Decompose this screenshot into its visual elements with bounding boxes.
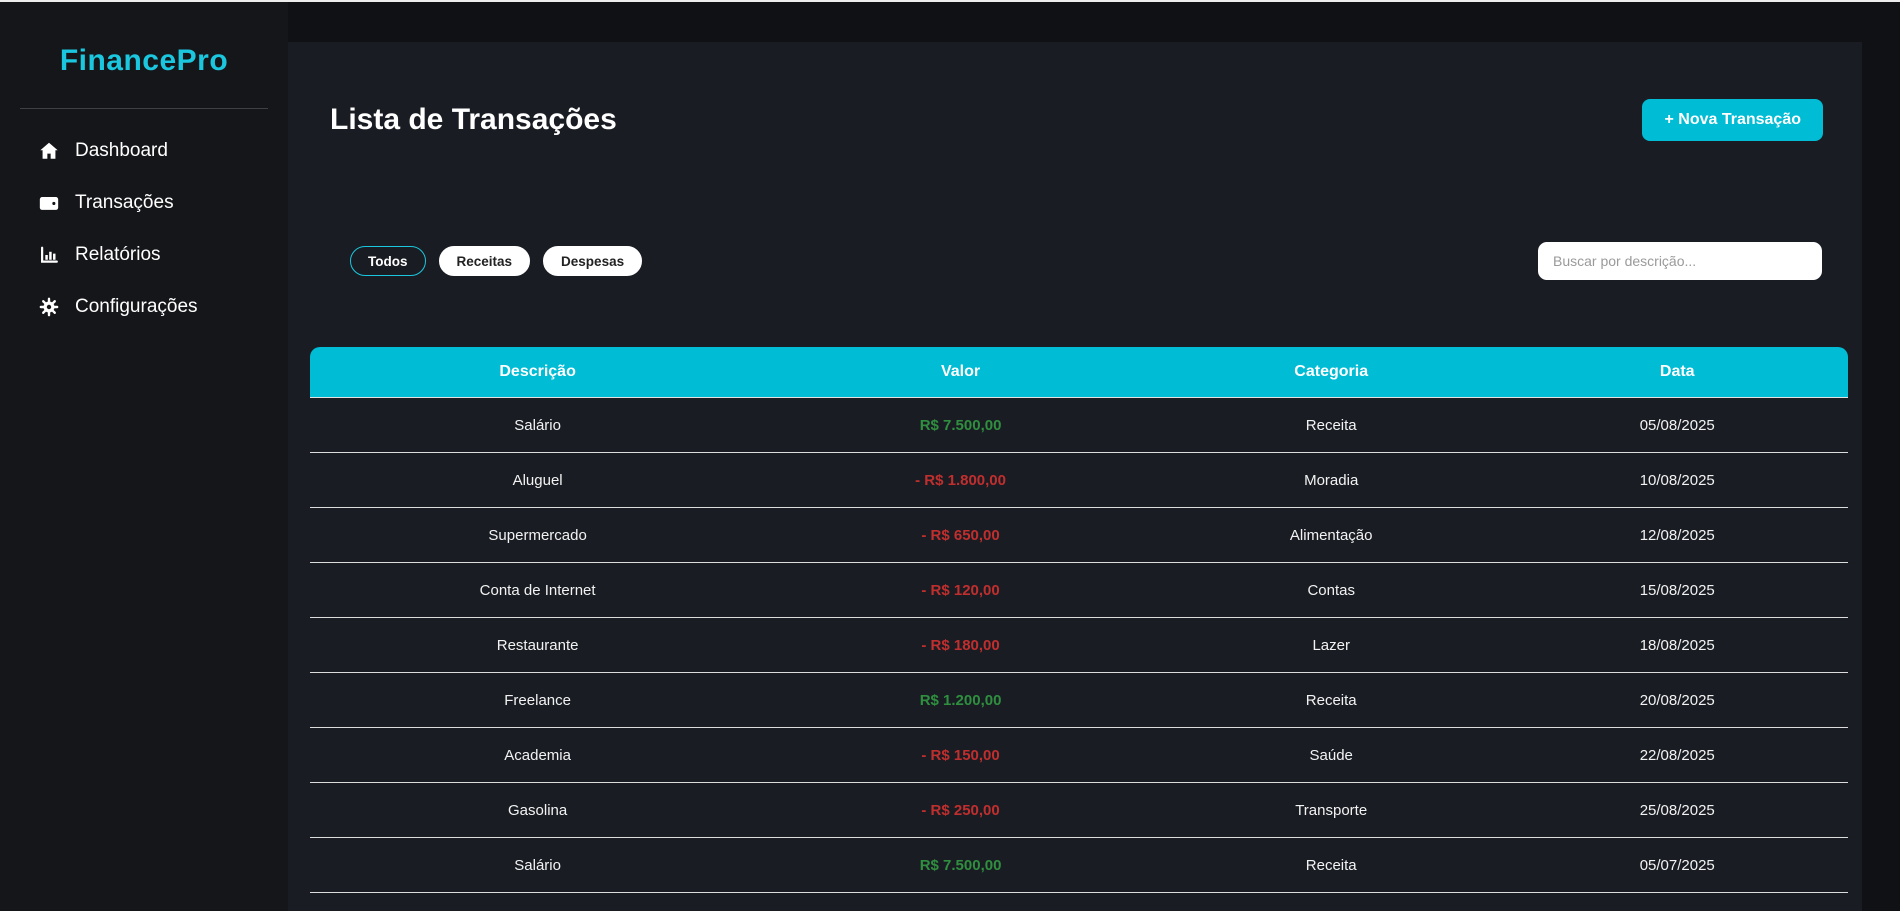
column-header-valor: Valor (940, 363, 981, 380)
cell-category: Contas (1307, 581, 1355, 599)
page-header: Lista de Transações + Nova Transação (288, 42, 1862, 142)
filters-toolbar: Todos Receitas Despesas (350, 242, 1822, 280)
main-panel: Lista de Transações + Nova Transação Tod… (288, 42, 1862, 911)
cell-description: Conta de Internet (479, 581, 596, 599)
table-row: Salário R$ 7.500,00 Receita 05/07/2025 (310, 838, 1848, 893)
cell-date: 22/08/2025 (1639, 746, 1715, 764)
cell-description: Salário (514, 856, 561, 874)
cell-category: Saúde (1309, 746, 1353, 764)
cell-category: Receita (1305, 691, 1357, 709)
cell-description: Freelance (504, 691, 571, 709)
table-header: Descrição Valor Categoria Data (310, 347, 1848, 398)
cell-value: - R$ 180,00 (921, 636, 1000, 654)
cell-description: Restaurante (496, 636, 579, 654)
cell-value: R$ 1.200,00 (919, 691, 1002, 709)
sidebar: FinancePro Dashboard Transações (0, 2, 288, 911)
filter-receitas-button[interactable]: Receitas (438, 246, 531, 276)
sidebar-item-transacoes[interactable]: Transações (0, 177, 288, 229)
column-header-data: Data (1659, 363, 1695, 380)
cell-date: 05/08/2025 (1639, 416, 1715, 434)
cell-category: Receita (1305, 856, 1357, 874)
gear-icon (38, 296, 60, 318)
table-row: Conta de Internet - R$ 120,00 Contas 15/… (310, 563, 1848, 618)
search-input[interactable] (1538, 242, 1822, 280)
app-logo: FinancePro (59, 44, 229, 77)
sidebar-item-label: Dashboard (75, 140, 168, 161)
cell-value: - R$ 650,00 (921, 526, 1000, 544)
cell-date: 10/08/2025 (1639, 471, 1715, 489)
table-row: Aluguel - R$ 1.800,00 Moradia 10/08/2025 (310, 453, 1848, 508)
table-row: Supermercado - R$ 650,00 Alimentação 12/… (310, 508, 1848, 563)
cell-date: 25/08/2025 (1639, 801, 1715, 819)
cell-category: Receita (1305, 416, 1357, 434)
cell-date: 20/08/2025 (1639, 691, 1715, 709)
cell-description: Academia (504, 746, 571, 764)
sidebar-divider (20, 108, 268, 109)
cell-value: - R$ 1.800,00 (915, 471, 1006, 489)
filter-despesas-button[interactable]: Despesas (543, 246, 643, 276)
table-row: Aluguel - R$ 1.800,00 Moradia 10/07/2025 (310, 893, 1848, 911)
cell-value: - R$ 120,00 (921, 581, 1000, 599)
top-edge-line (0, 0, 1900, 2)
bar-chart-icon (38, 244, 60, 266)
table-row: Gasolina - R$ 250,00 Transporte 25/08/20… (310, 783, 1848, 838)
cell-description: Aluguel (512, 471, 563, 489)
cell-description: Supermercado (488, 526, 587, 544)
sidebar-nav: Dashboard Transações (0, 125, 288, 333)
sidebar-item-label: Transações (75, 192, 174, 213)
cell-date: 12/08/2025 (1639, 526, 1715, 544)
transactions-table: Descrição Valor Categoria Data Salário R… (310, 347, 1848, 911)
table-row: Salário R$ 7.500,00 Receita 05/08/2025 (310, 398, 1848, 453)
cell-value: R$ 7.500,00 (919, 856, 1002, 874)
sidebar-item-label: Relatórios (75, 244, 161, 265)
transactions-rows: Salário R$ 7.500,00 Receita 05/08/2025 A… (310, 398, 1848, 911)
page-title: Lista de Transações (330, 103, 617, 136)
table-row: Freelance R$ 1.200,00 Receita 20/08/2025 (310, 673, 1848, 728)
new-transaction-button[interactable]: + Nova Transação (1642, 99, 1823, 141)
cell-category: Alimentação (1289, 526, 1373, 544)
cell-value: - R$ 150,00 (921, 746, 1000, 764)
filter-chips: Todos Receitas Despesas (350, 246, 643, 276)
cell-description: Gasolina (508, 801, 568, 819)
cell-date: 15/08/2025 (1639, 581, 1715, 599)
sidebar-item-relatorios[interactable]: Relatórios (0, 229, 288, 281)
cell-value: R$ 7.500,00 (919, 416, 1002, 434)
cell-category: Lazer (1312, 636, 1350, 654)
filter-todos-button[interactable]: Todos (350, 246, 426, 276)
sidebar-item-label: Configurações (75, 296, 198, 317)
sidebar-item-configuracoes[interactable]: Configurações (0, 281, 288, 333)
cell-description: Salário (514, 416, 561, 434)
wallet-icon (38, 192, 60, 214)
column-header-descricao: Descrição (499, 363, 576, 380)
column-header-categoria: Categoria (1294, 363, 1369, 380)
sidebar-item-dashboard[interactable]: Dashboard (0, 125, 288, 177)
cell-value: - R$ 250,00 (921, 801, 1000, 819)
home-icon (38, 140, 60, 162)
table-row: Academia - R$ 150,00 Saúde 22/08/2025 (310, 728, 1848, 783)
cell-date: 18/08/2025 (1639, 636, 1715, 654)
cell-category: Transporte (1295, 801, 1368, 819)
cell-category: Moradia (1304, 471, 1359, 489)
cell-date: 05/07/2025 (1639, 856, 1715, 874)
table-row: Restaurante - R$ 180,00 Lazer 18/08/2025 (310, 618, 1848, 673)
